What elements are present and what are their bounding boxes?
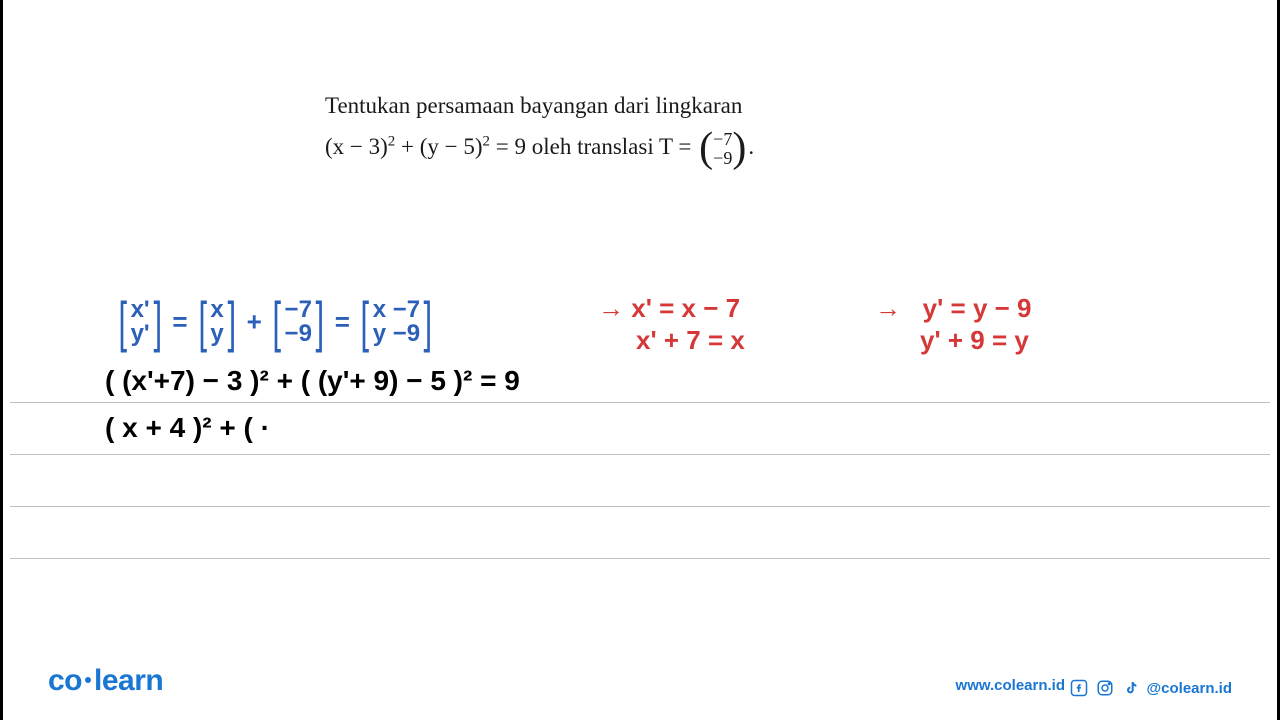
translation-vector: (−7−9)	[699, 129, 746, 168]
ruled-line	[10, 558, 1270, 559]
website-url: www.colearn.id	[956, 677, 1065, 694]
substitution-line1: ( (x'+7) − 3 )² + ( (y'+ 9) − 5 )² = 9	[105, 365, 520, 397]
red-eq-block-1: → x' = x − 7	[598, 293, 740, 324]
page-border-left	[0, 0, 3, 720]
footer: colearn www.colearn.id @colearn.id	[0, 662, 1280, 702]
matrix-equation: [x'y'] = [xy] + [−7−9] = [x −7y −9]	[115, 298, 436, 346]
substitution-line2: ( x + 4 )² + ( ·	[105, 412, 270, 444]
ruled-line	[10, 454, 1270, 455]
facebook-icon	[1069, 678, 1089, 698]
tiktok-icon	[1121, 678, 1141, 698]
social-links: @colearn.id	[1069, 678, 1232, 698]
problem-line2: (x − 3)2 + (y − 5)2 = 9 oleh translasi T…	[325, 129, 1025, 168]
instagram-icon	[1095, 678, 1115, 698]
red-eq-block-2: → y' = y − 9	[875, 293, 1032, 324]
red-eq-1b: x' + 7 = x	[636, 325, 745, 356]
problem-statement: Tentukan persamaan bayangan dari lingkar…	[325, 88, 1025, 168]
brand-logo: colearn	[48, 664, 163, 698]
red-eq-2b: y' + 9 = y	[920, 325, 1029, 356]
ruled-line	[10, 402, 1270, 403]
social-handle: @colearn.id	[1147, 680, 1232, 697]
ruled-line	[10, 506, 1270, 507]
problem-line1: Tentukan persamaan bayangan dari lingkar…	[325, 88, 1025, 125]
